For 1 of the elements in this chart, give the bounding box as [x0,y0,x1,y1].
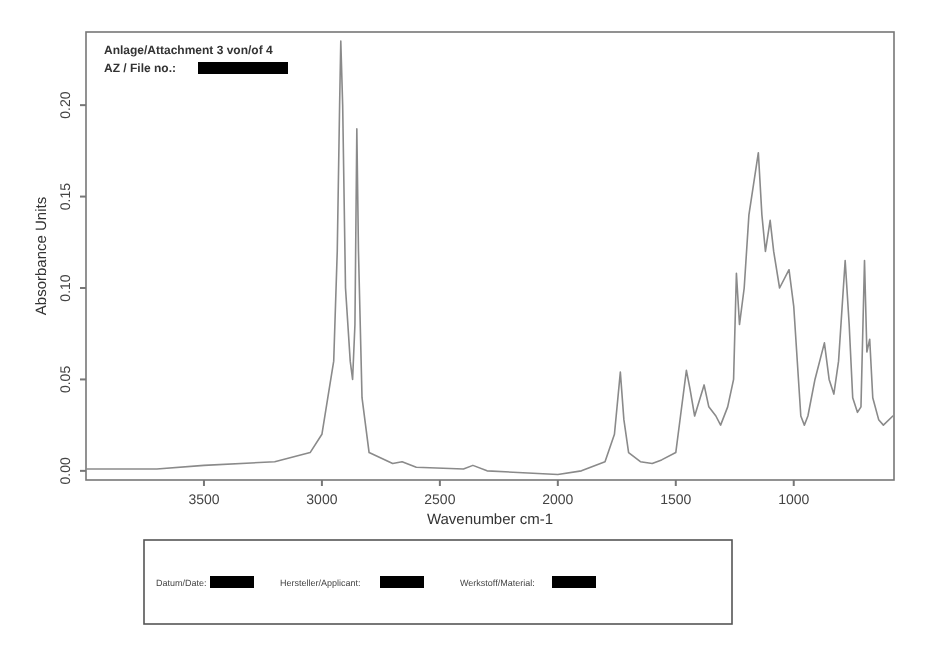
line-series [86,40,894,476]
